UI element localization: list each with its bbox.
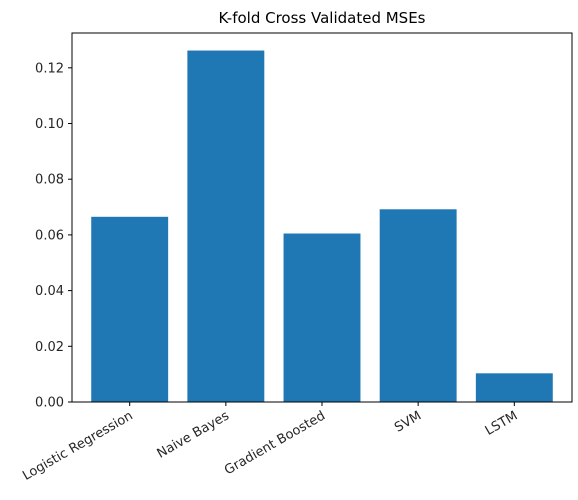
y-tick-label: 0.04 bbox=[35, 284, 64, 299]
y-tick-label: 0.10 bbox=[35, 117, 64, 132]
bar-logistic-regression bbox=[91, 216, 169, 402]
y-tick-label: 0.12 bbox=[35, 61, 64, 76]
plot-frame bbox=[71, 32, 573, 403]
x-tick-label: LSTM bbox=[483, 408, 521, 438]
x-tick-label: SVM bbox=[392, 408, 424, 435]
bars bbox=[91, 50, 553, 402]
y-tick-label: 0.06 bbox=[35, 228, 64, 243]
x-tick-label: Naive Bayes bbox=[155, 408, 232, 461]
x-tick-label: Gradient Boosted bbox=[222, 408, 328, 478]
chart-title: K-fold Cross Validated MSEs bbox=[219, 9, 426, 27]
bar-svm bbox=[379, 209, 457, 402]
x-tick-label: Logistic Regression bbox=[20, 408, 135, 483]
y-tick-label: 0.08 bbox=[35, 173, 64, 188]
bar-gradient-boosted bbox=[283, 233, 361, 402]
y-tick-label: 0.02 bbox=[35, 340, 64, 355]
bar-lstm bbox=[475, 373, 553, 402]
y-tick-label: 0.00 bbox=[35, 396, 64, 411]
bar-naive-bayes bbox=[187, 50, 265, 402]
y-axis: 0.00 0.02 0.04 0.06 0.08 0.10 0.12 bbox=[35, 61, 72, 411]
